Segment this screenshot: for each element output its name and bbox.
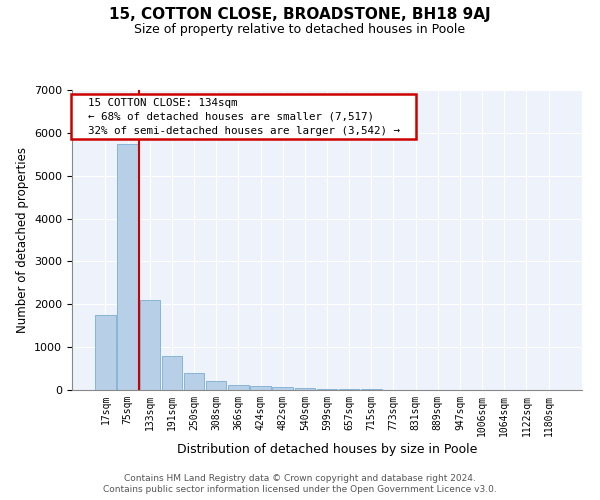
Bar (118, 144, 138, 390)
Bar (272, 387, 293, 390)
Bar (95, 315, 116, 390)
Bar (228, 385, 248, 390)
Text: 15 COTTON CLOSE: 134sqm  
  ← 68% of detached houses are smaller (7,517)  
  32%: 15 COTTON CLOSE: 134sqm ← 68% of detache… (74, 98, 413, 136)
Text: 15, COTTON CLOSE, BROADSTONE, BH18 9AJ: 15, COTTON CLOSE, BROADSTONE, BH18 9AJ (109, 8, 491, 22)
Bar (140, 300, 160, 390)
Bar (184, 374, 204, 390)
Bar (206, 382, 226, 390)
Y-axis label: Number of detached properties: Number of detached properties (16, 147, 29, 333)
Bar (161, 356, 182, 390)
Text: Contains public sector information licensed under the Open Government Licence v3: Contains public sector information licen… (103, 485, 497, 494)
Bar (250, 386, 271, 390)
Text: Size of property relative to detached houses in Poole: Size of property relative to detached ho… (134, 22, 466, 36)
Bar (339, 389, 359, 390)
Text: Distribution of detached houses by size in Poole: Distribution of detached houses by size … (177, 442, 477, 456)
Bar (295, 388, 315, 390)
Bar (317, 388, 337, 390)
Text: Contains HM Land Registry data © Crown copyright and database right 2024.: Contains HM Land Registry data © Crown c… (124, 474, 476, 483)
